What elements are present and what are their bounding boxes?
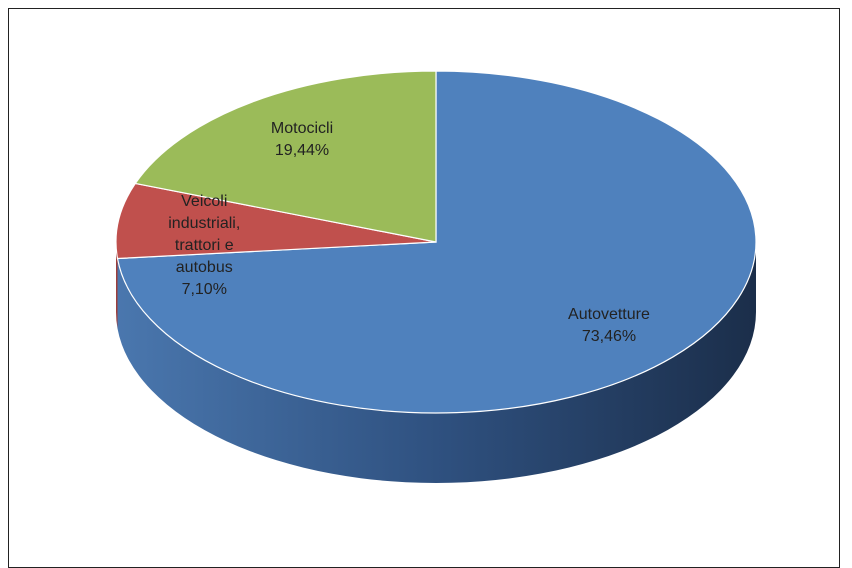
data-label: Motocicli 19,44%	[246, 118, 358, 162]
data-label: Veicoli industriali, trattori e autobus 7…	[148, 191, 260, 301]
data-label: Autovetture 73,46%	[553, 304, 665, 348]
category-label: Motocicli	[270, 119, 334, 137]
value-label: 73,46%	[581, 327, 637, 345]
slice	[134, 70, 437, 243]
slice	[115, 182, 437, 260]
category-label: Autovetture	[568, 305, 650, 323]
category-label: Veicoli industriali, trattori e autobus	[168, 193, 241, 277]
slice	[116, 70, 757, 414]
value-label: 7,10%	[181, 281, 227, 299]
slice-side	[117, 242, 756, 483]
page: (() => { const data = JSON.parse(documen…	[8, 8, 840, 568]
chart	[115, 70, 757, 483]
slice-side	[116, 242, 118, 329]
value-label: 19,44%	[274, 141, 330, 159]
